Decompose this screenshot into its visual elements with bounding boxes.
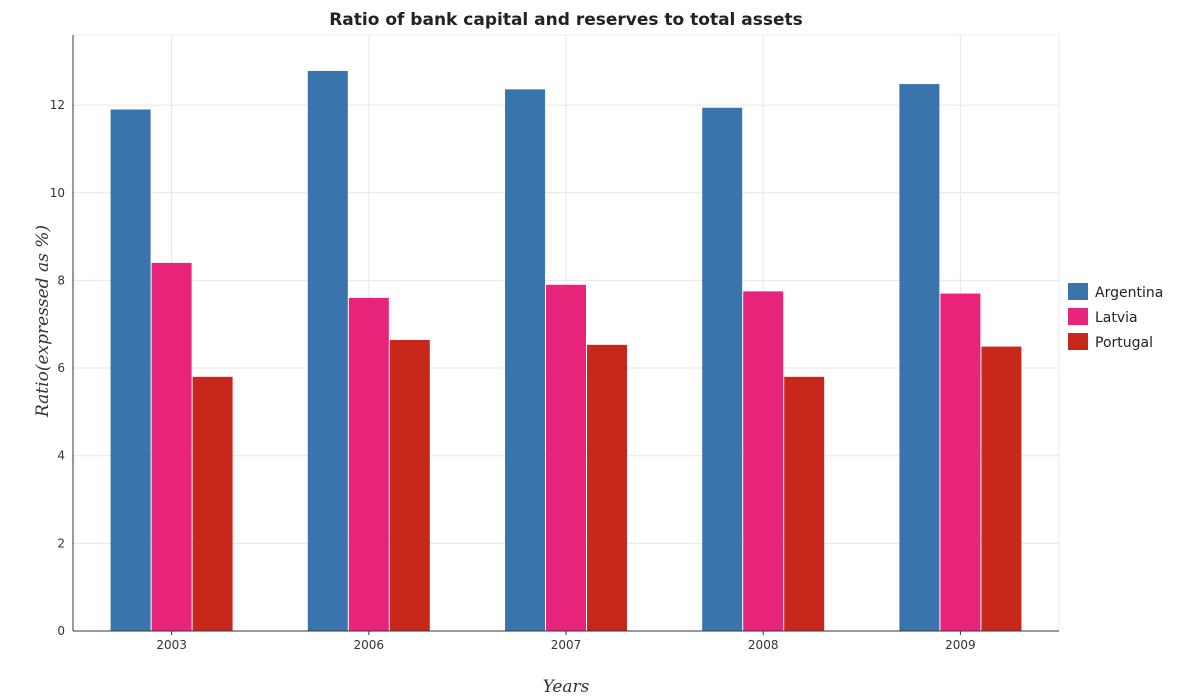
legend-label-portugal: Portugal	[1095, 335, 1153, 351]
x-tick-label: 2006	[354, 638, 385, 652]
bar-latvia-2008	[743, 291, 784, 631]
bars	[110, 70, 1022, 632]
y-tick-label: 4	[57, 449, 65, 463]
y-tick-label: 0	[57, 624, 65, 638]
legend: Argentina Latvia Portugal	[1068, 283, 1163, 351]
y-tick-label: 12	[50, 98, 65, 112]
y-tick-label: 6	[57, 361, 65, 375]
x-tick-label: 2008	[748, 638, 779, 652]
legend-label-argentina: Argentina	[1095, 285, 1163, 301]
bar-latvia-2006	[348, 297, 389, 631]
bar-portugal-2007	[587, 344, 627, 631]
x-tick-label: 2007	[551, 638, 582, 652]
y-axis-label: Ratio(expressed as %)	[33, 225, 53, 418]
bar-argentina-2003	[110, 109, 151, 631]
x-tick-label: 2003	[156, 638, 187, 652]
y-tick-label: 2	[57, 536, 65, 550]
bar-portugal-2006	[389, 340, 430, 631]
x-axis-label: Years	[543, 677, 590, 697]
y-tick-label: 8	[57, 273, 65, 287]
axes: 0 2 4 6 8 10 12 2003 2006 2007 2008 2009	[50, 35, 1059, 652]
bar-argentina-2009	[899, 84, 940, 632]
bar-portugal-2003	[192, 376, 233, 631]
legend-swatch-portugal	[1068, 333, 1088, 350]
bar-argentina-2008	[702, 107, 743, 631]
legend-swatch-latvia	[1068, 308, 1088, 325]
bar-latvia-2003	[151, 262, 192, 631]
bar-portugal-2009	[981, 346, 1022, 631]
bar-latvia-2007	[546, 284, 586, 631]
legend-label-latvia: Latvia	[1095, 310, 1138, 326]
bar-portugal-2008	[784, 376, 825, 631]
bar-latvia-2009	[940, 293, 981, 631]
y-tick-label: 10	[50, 186, 65, 200]
legend-swatch-argentina	[1068, 283, 1088, 300]
x-tick-label: 2009	[945, 638, 976, 652]
chart-title: Ratio of bank capital and reserves to to…	[329, 10, 803, 30]
bar-argentina-2007	[505, 89, 545, 631]
bar-argentina-2006	[307, 70, 348, 631]
